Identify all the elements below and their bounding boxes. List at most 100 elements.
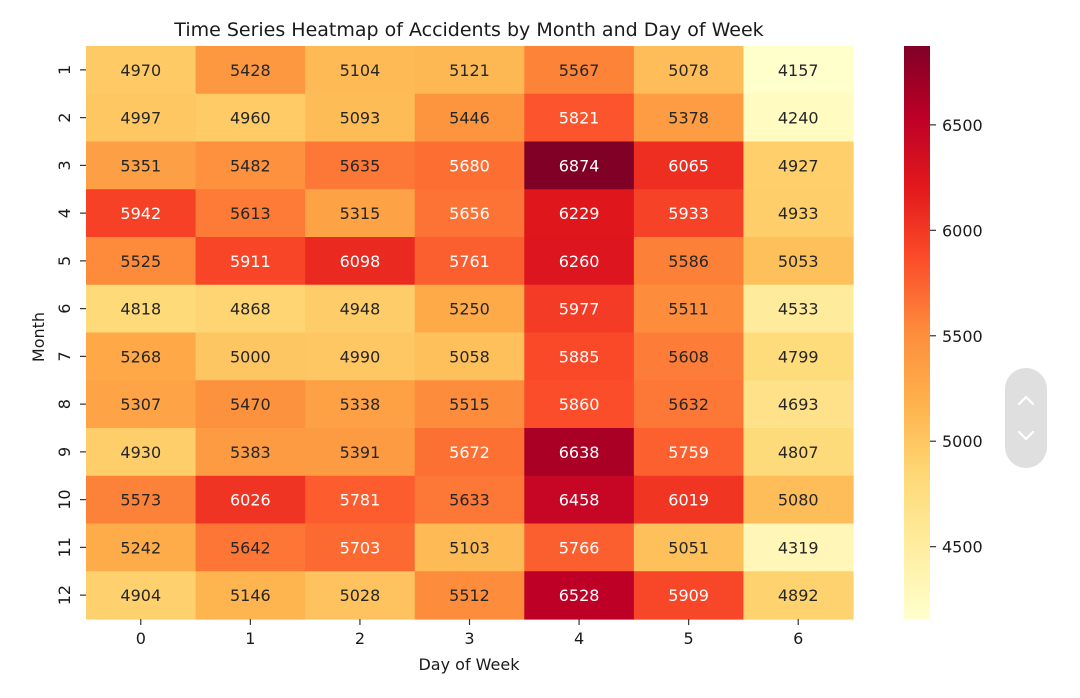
colorbar-gradient xyxy=(904,46,930,619)
heatmap-cell-labels: 4970 5428 5104 5121 5567 5078 4157 4997 4960 5093… xyxy=(120,61,818,605)
chevron-up-icon xyxy=(1017,395,1035,406)
heatmap-cell-label: 5635 xyxy=(340,156,381,175)
heatmap-cell xyxy=(195,523,306,572)
heatmap-cell xyxy=(86,189,197,238)
heatmap-cell-label: 5885 xyxy=(559,347,600,366)
heatmap-cell-label: 5567 xyxy=(559,61,600,80)
x-axis: 0 1 2 3 4 5 6 xyxy=(136,619,803,648)
heatmap-cell xyxy=(305,141,416,190)
heatmap-cell-label: 4240 xyxy=(778,109,819,128)
heatmap-cell xyxy=(86,475,197,525)
y-tick-label: 6 xyxy=(55,304,74,314)
heatmap-cell xyxy=(743,380,854,429)
y-tick-label: 10 xyxy=(55,489,74,509)
heatmap-cell-label: 5078 xyxy=(668,61,709,80)
heatmap-cell xyxy=(305,189,416,238)
x-tick-label: 5 xyxy=(684,629,694,648)
heatmap-cell xyxy=(86,93,197,143)
heatmap-cell-label: 5080 xyxy=(778,491,819,510)
chevron-down-icon xyxy=(1017,430,1035,441)
heatmap-cell xyxy=(414,93,525,143)
heatmap-cell xyxy=(414,428,525,477)
y-tick-label: 9 xyxy=(55,447,74,457)
heatmap-cell xyxy=(743,523,854,572)
heatmap-cell-label: 5942 xyxy=(120,204,161,223)
y-tick-label: 12 xyxy=(55,585,74,605)
heatmap-cell xyxy=(305,571,416,620)
scroll-up-button[interactable] xyxy=(1005,382,1047,418)
x-tick-label: 4 xyxy=(574,629,584,648)
heatmap-cell xyxy=(305,332,416,381)
scroll-down-button[interactable] xyxy=(1005,418,1047,454)
heatmap-cell xyxy=(524,571,635,620)
heatmap-cell-label: 4799 xyxy=(778,347,819,366)
heatmap-cell-label: 4990 xyxy=(340,347,381,366)
heatmap-cell-label: 4960 xyxy=(230,109,271,128)
colorbar-tick-label: 5500 xyxy=(942,327,983,346)
heatmap-cell xyxy=(633,93,745,143)
heatmap-cell xyxy=(524,284,635,334)
heatmap-cell-label: 5146 xyxy=(230,586,271,605)
heatmap-cell xyxy=(414,237,525,286)
heatmap-cell-label: 5511 xyxy=(668,300,709,319)
y-tick-label: 7 xyxy=(55,351,74,361)
heatmap-cell xyxy=(195,332,306,381)
heatmap-cell xyxy=(195,141,306,190)
heatmap-cell-label: 5104 xyxy=(340,61,381,80)
heatmap-cell-label: 4693 xyxy=(778,395,819,414)
heatmap-cell xyxy=(305,380,416,429)
heatmap-cell xyxy=(743,46,854,95)
heatmap-cell xyxy=(633,189,745,238)
heatmap-cell xyxy=(743,93,854,143)
heatmap-cell-label: 6528 xyxy=(559,586,600,605)
heatmap-cell-label: 5933 xyxy=(668,204,709,223)
heatmap-cell xyxy=(86,332,197,381)
heatmap-cell xyxy=(414,332,525,381)
heatmap-cell-label: 5268 xyxy=(120,347,161,366)
heatmap-cell-label: 5766 xyxy=(559,538,600,557)
heatmap-cell-label: 5051 xyxy=(668,538,709,557)
x-tick-label: 6 xyxy=(793,629,803,648)
heatmap-cell-label: 5672 xyxy=(449,443,490,462)
heatmap-cell xyxy=(743,237,854,286)
heatmap-cell xyxy=(743,189,854,238)
y-axis-label: Month xyxy=(29,312,48,362)
heatmap-cell-label: 6026 xyxy=(230,491,271,510)
heatmap-cell-label: 4157 xyxy=(778,61,819,80)
heatmap-cell-label: 5515 xyxy=(449,395,490,414)
heatmap-cell-label: 5307 xyxy=(120,395,161,414)
x-tick-label: 1 xyxy=(245,629,255,648)
heatmap-cell xyxy=(195,189,306,238)
heatmap-cell xyxy=(743,284,854,334)
heatmap-cell-label: 5703 xyxy=(340,538,381,557)
heatmap-cell xyxy=(195,475,306,525)
heatmap-cell-label: 5378 xyxy=(668,109,709,128)
heatmap-cell xyxy=(633,284,745,334)
heatmap-cell-label: 5680 xyxy=(449,156,490,175)
x-axis-label: Day of Week xyxy=(418,655,520,674)
heatmap-cell-label: 5121 xyxy=(449,61,490,80)
x-tick-label: 3 xyxy=(464,629,474,648)
y-tick-label: 1 xyxy=(55,65,74,75)
heatmap-cell-label: 4930 xyxy=(120,443,161,462)
heatmap-cell-label: 5608 xyxy=(668,347,709,366)
heatmap-cell-label: 5446 xyxy=(449,109,490,128)
heatmap-cell-label: 5250 xyxy=(449,300,490,319)
heatmap-cell xyxy=(86,571,197,620)
heatmap-cell-label: 5656 xyxy=(449,204,490,223)
colorbar-tick-label: 6000 xyxy=(942,221,983,240)
heatmap-cell xyxy=(524,332,635,381)
heatmap-cell-label: 5315 xyxy=(340,204,381,223)
heatmap-cell xyxy=(86,141,197,190)
colorbar-tick-label: 5000 xyxy=(942,432,983,451)
heatmap-cell xyxy=(305,93,416,143)
heatmap-cell-label: 5103 xyxy=(449,538,490,557)
heatmap-cell-label: 6260 xyxy=(559,252,600,271)
heatmap-cell-label: 4868 xyxy=(230,300,271,319)
heatmap-cell xyxy=(195,237,306,286)
scroll-control xyxy=(1005,368,1047,468)
heatmap-cell xyxy=(86,46,197,95)
heatmap-cell-label: 5586 xyxy=(668,252,709,271)
heatmap-cell xyxy=(743,475,854,525)
